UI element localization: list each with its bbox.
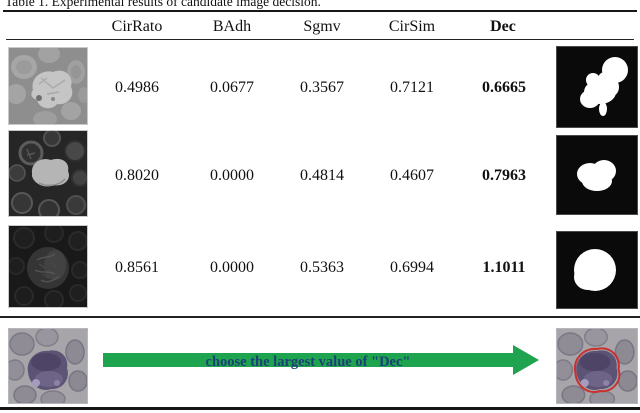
cell-value-cirsim: 0.7121 xyxy=(390,79,434,96)
cell-value-cirrato: 0.8020 xyxy=(115,167,159,184)
table-rule-header xyxy=(6,39,634,40)
column-header-sgmv: Sgmv xyxy=(303,18,341,35)
arrow-label: choose the largest value of "Dec" xyxy=(205,354,411,370)
candidate-cell-image-3 xyxy=(8,225,88,308)
column-header-badh: BAdh xyxy=(212,18,252,35)
cell-value-badh: 0.0000 xyxy=(210,167,254,184)
input-cell-image xyxy=(8,328,88,404)
cell-value-dec: 1.1011 xyxy=(482,259,526,276)
cell-value-cirrato: 0.8561 xyxy=(115,259,159,276)
candidate-cell-image-1 xyxy=(8,47,88,125)
table-caption: Table 1. Experimental results of candida… xyxy=(5,0,321,9)
cell-value-cirsim: 0.4607 xyxy=(390,167,434,184)
cell-value-sgmv: 0.3567 xyxy=(300,79,344,96)
cell-value-cirsim: 0.6994 xyxy=(390,259,434,276)
cell-value-sgmv: 0.5363 xyxy=(300,259,344,276)
decision-arrow: choose the largest value of "Dec" xyxy=(103,353,513,370)
cell-value-dec: 0.6665 xyxy=(482,79,526,96)
arrow-head-icon xyxy=(513,345,539,375)
cell-value-dec: 0.7963 xyxy=(482,167,526,184)
candidate-cell-image-2 xyxy=(8,130,88,217)
segmentation-mask-image-2 xyxy=(556,135,638,215)
column-header-cirsim: CirSim xyxy=(388,18,436,35)
result-cell-image xyxy=(556,328,638,404)
table-rule-mid xyxy=(0,316,640,318)
cell-value-badh: 0.0677 xyxy=(210,79,254,96)
table-rule-top xyxy=(3,10,637,12)
segmentation-mask-image-1 xyxy=(556,46,638,128)
column-header-dec: Dec xyxy=(490,18,516,35)
detected-cell-contour xyxy=(573,347,621,393)
cell-value-sgmv: 0.4814 xyxy=(300,167,344,184)
cell-value-badh: 0.0000 xyxy=(210,259,254,276)
segmentation-mask-image-3 xyxy=(556,231,638,309)
cell-value-cirrato: 0.4986 xyxy=(115,79,159,96)
column-header-cirrato: CirRato xyxy=(111,18,163,35)
table-rule-bottom xyxy=(0,407,640,410)
